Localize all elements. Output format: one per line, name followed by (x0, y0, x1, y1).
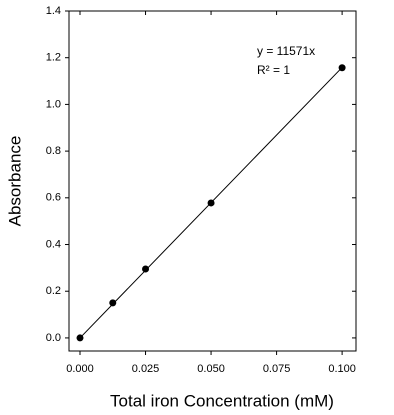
data-point (207, 199, 215, 207)
x-axis-label: Total iron Concentration (mM) (110, 391, 334, 410)
y-tick-label: 0.4 (46, 238, 61, 250)
plot-frame (68, 10, 357, 352)
annotation: y = 11571x (257, 44, 315, 58)
data-point (338, 64, 346, 72)
x-tick-label: 0.025 (132, 363, 160, 375)
y-tick-label: 1.4 (46, 5, 61, 17)
x-tick-label: 0.050 (197, 363, 225, 375)
x-tick-label: 0.075 (263, 363, 291, 375)
y-tick-label: 0.8 (46, 145, 61, 157)
y-tick-label: 0.2 (46, 285, 61, 297)
y-tick-label: 0.0 (46, 332, 61, 344)
data-point (109, 299, 117, 307)
y-tick-label: 1.2 (46, 52, 61, 64)
x-tick-label: 0.100 (328, 363, 356, 375)
x-tick-label: 0.000 (66, 363, 94, 375)
annotation: R² = 1 (257, 63, 290, 77)
y-tick-label: 1.0 (46, 98, 61, 110)
y-axis-label: Absorbance (5, 136, 24, 227)
y-tick-label: 0.6 (46, 192, 61, 204)
data-point (76, 334, 84, 342)
data-point (142, 265, 150, 273)
